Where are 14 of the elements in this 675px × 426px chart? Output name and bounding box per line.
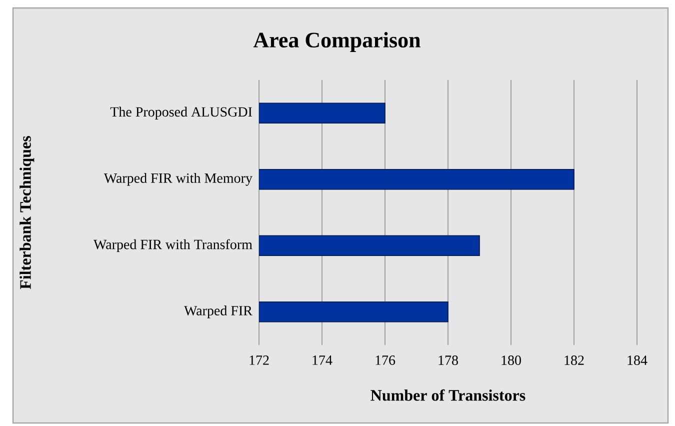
x-tick-label: 178 <box>438 356 458 365</box>
x-axis-title: Number of Transistors <box>370 389 526 401</box>
y-tick-label: Warped FIR with Transform <box>94 239 252 252</box>
y-tick-label: The Proposed ALUSGDI <box>110 106 252 120</box>
x-tick-label: 180 <box>502 356 521 365</box>
y-tick-label: Warped FIR with Memory <box>104 173 252 186</box>
x-tick-label: 172 <box>250 356 269 365</box>
y-tick-label: Warped FIR <box>184 306 252 318</box>
x-tick-label: 184 <box>628 356 648 365</box>
x-tick-label: 176 <box>376 356 396 365</box>
x-tick-label: 182 <box>564 356 584 365</box>
x-tick-label: 174 <box>312 356 332 365</box>
chart-title: Area Comparison <box>253 32 420 52</box>
y-axis-title: Filterbank Techniques <box>20 136 34 290</box>
